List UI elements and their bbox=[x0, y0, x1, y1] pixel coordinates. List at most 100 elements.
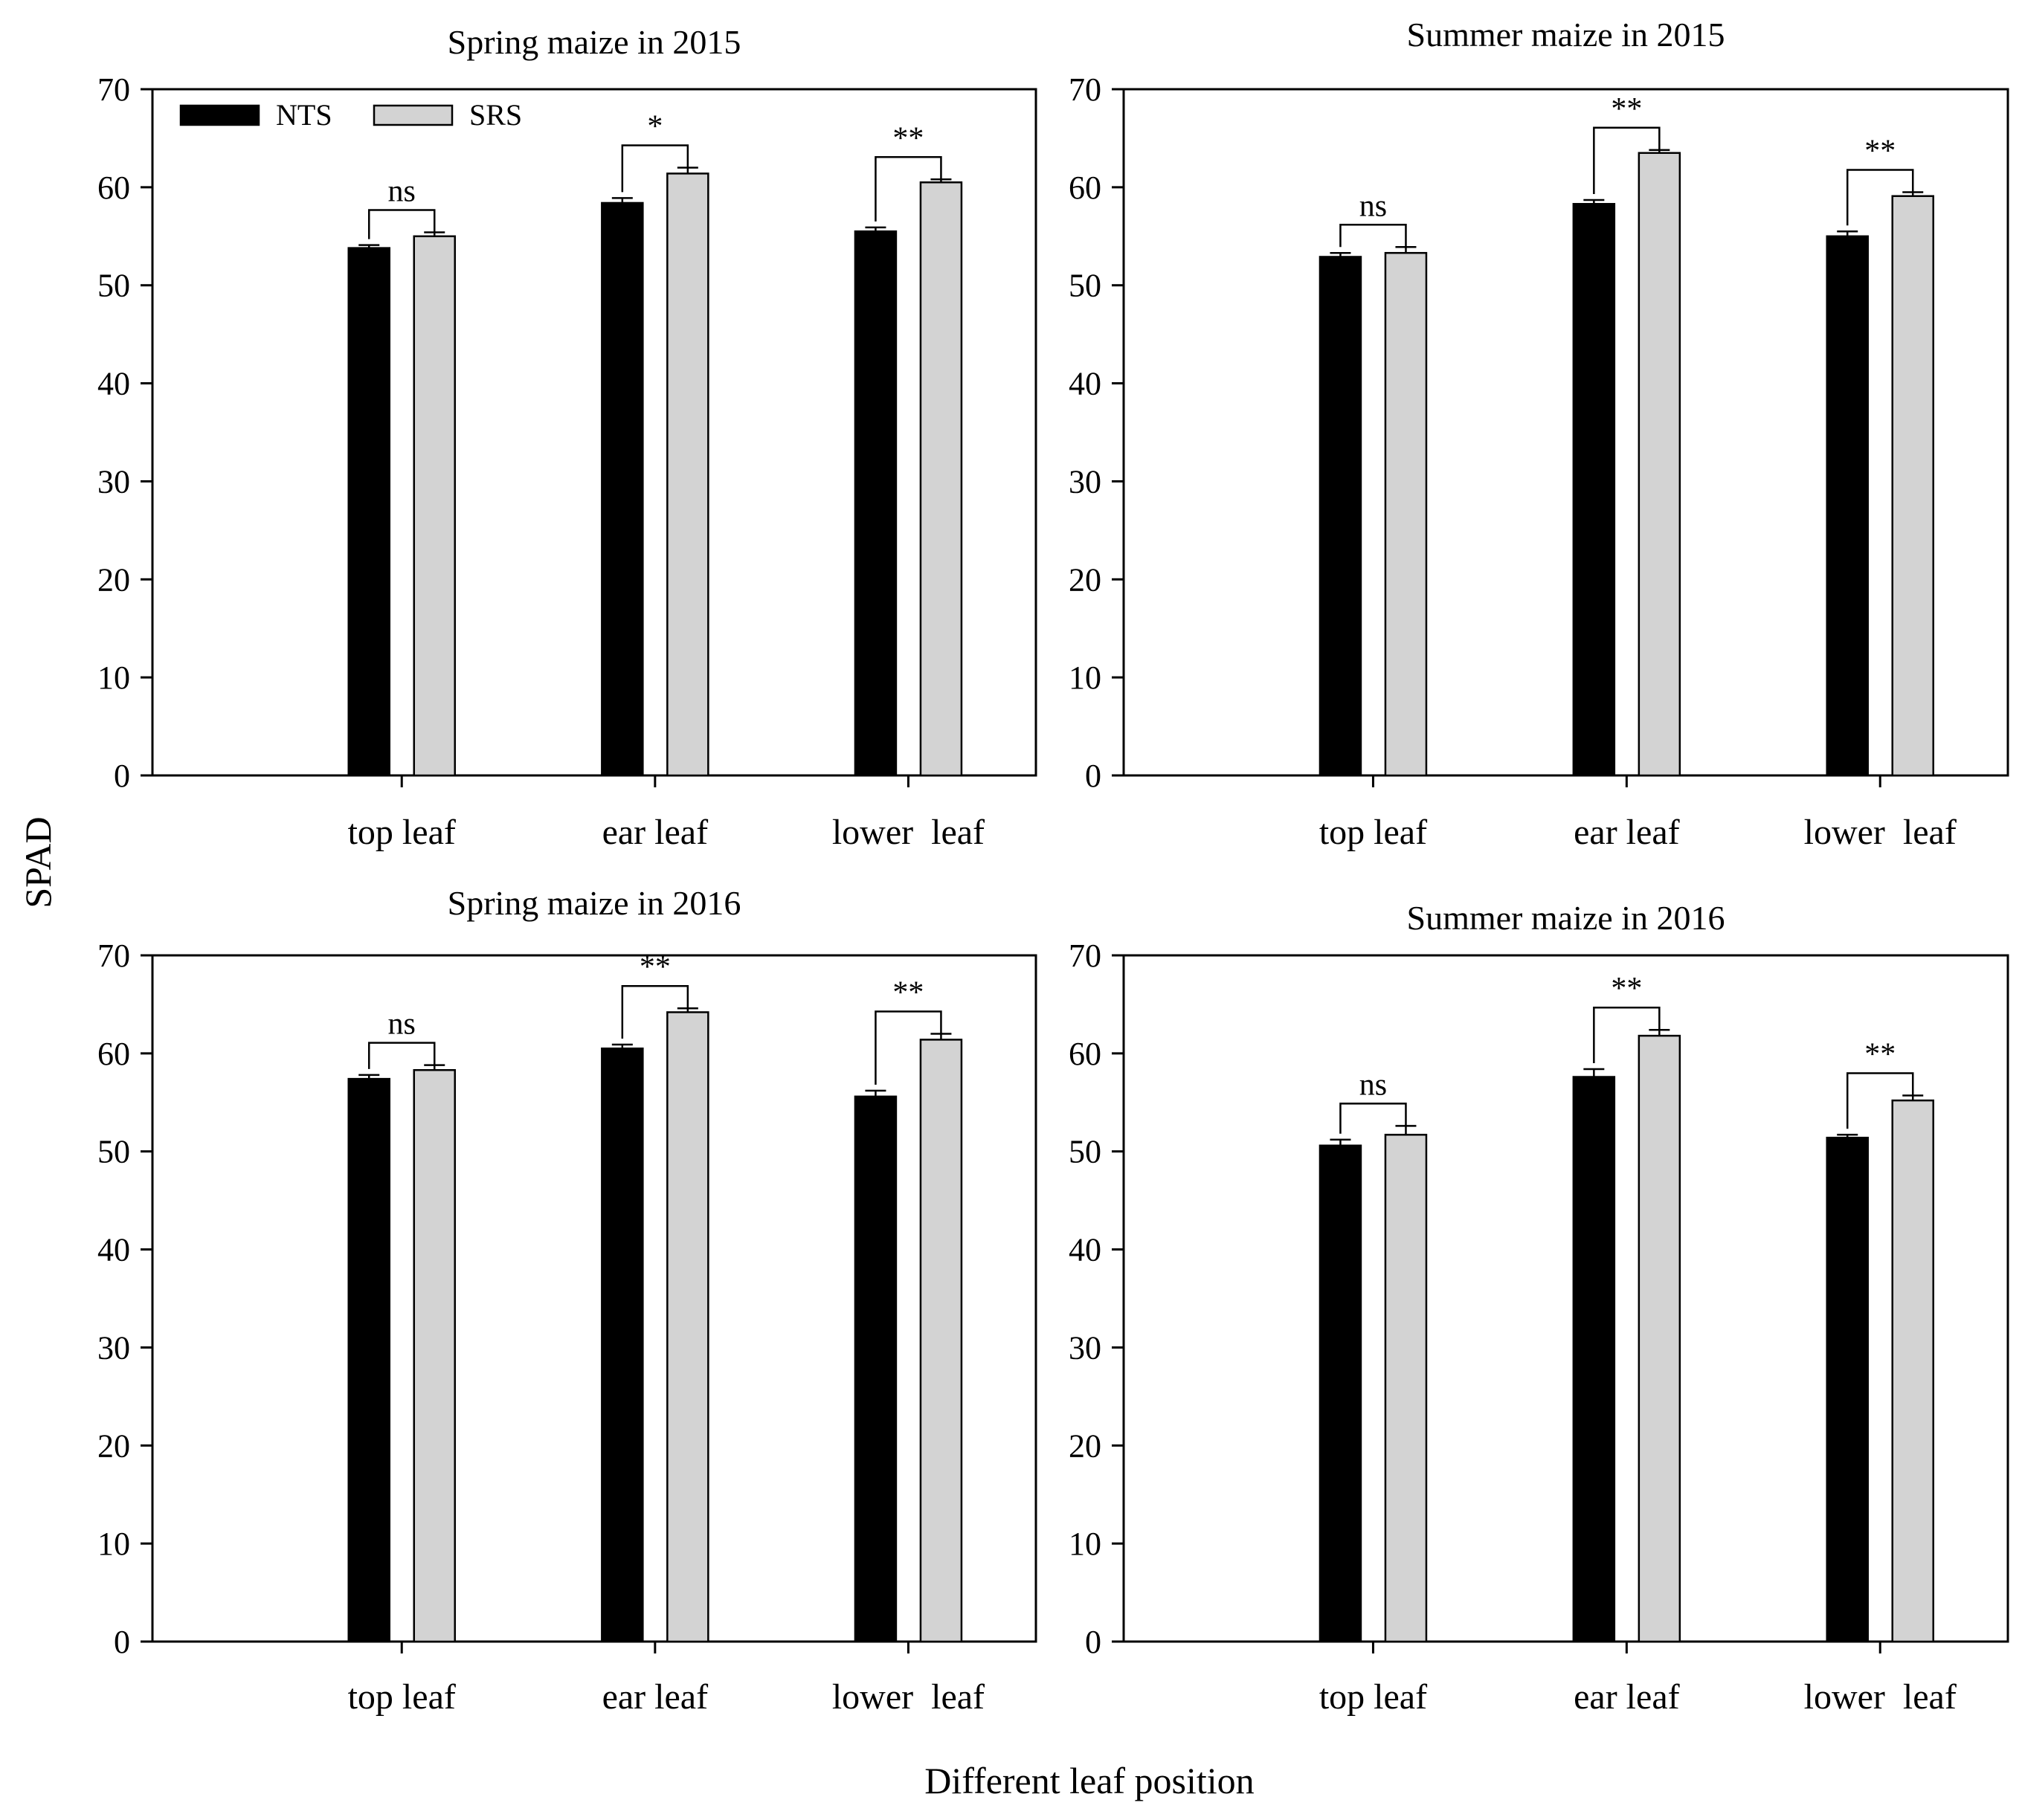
y-tick-label: 10 bbox=[97, 659, 130, 696]
legend-swatch-nts bbox=[179, 104, 260, 126]
y-tick-label: 60 bbox=[97, 1036, 130, 1072]
significance-label: ** bbox=[640, 950, 671, 984]
plot-frame bbox=[151, 954, 1037, 1643]
x-category-label: top leaf bbox=[348, 813, 456, 852]
bar-srs bbox=[666, 1011, 709, 1643]
y-tick-label: 10 bbox=[1069, 1526, 1101, 1562]
y-tick-label: 50 bbox=[1069, 1134, 1101, 1170]
x-category-label: lower leaf bbox=[832, 1677, 985, 1717]
y-tick-label: 70 bbox=[1069, 71, 1101, 108]
bar-nts bbox=[1572, 1076, 1616, 1643]
significance-label: ** bbox=[1611, 92, 1642, 126]
significance-bracket bbox=[1593, 1006, 1661, 1063]
y-tick-label: 0 bbox=[1085, 758, 1101, 794]
bar-nts bbox=[601, 201, 644, 777]
bar-srs bbox=[666, 172, 709, 777]
bar-srs bbox=[1891, 195, 1934, 777]
y-tick-label: 0 bbox=[114, 758, 130, 794]
bar-srs bbox=[919, 181, 963, 777]
y-tick-label: 0 bbox=[114, 1624, 130, 1660]
bar-nts bbox=[1572, 203, 1616, 777]
y-axis-title: SPAD bbox=[17, 816, 59, 908]
y-tick-label: 30 bbox=[97, 463, 130, 500]
y-tick-label: 30 bbox=[97, 1329, 130, 1366]
panel-title: Summer maize in 2015 bbox=[1407, 16, 1725, 54]
y-tick-label: 70 bbox=[1069, 938, 1101, 974]
y-tick-label: 50 bbox=[97, 1134, 130, 1170]
significance-bracket bbox=[367, 209, 436, 239]
x-category-label: top leaf bbox=[1319, 813, 1427, 852]
significance-bracket bbox=[1846, 1072, 1914, 1129]
legend-label-nts: NTS bbox=[276, 98, 332, 132]
bar-srs bbox=[1638, 152, 1681, 777]
y-tick-label: 20 bbox=[97, 1427, 130, 1464]
bar-srs bbox=[1638, 1034, 1681, 1643]
plot-frame bbox=[1122, 88, 2009, 777]
y-tick-label: 40 bbox=[97, 366, 130, 402]
plot-frame bbox=[151, 88, 1037, 777]
significance-bracket bbox=[1339, 1103, 1407, 1134]
panel-1: Spring maize in 2015 0 10 20 30 40 50 60 70 top l… bbox=[97, 23, 1037, 852]
x-category-label: ear leaf bbox=[1574, 813, 1680, 852]
bar-nts bbox=[1826, 235, 1869, 777]
x-category-label: top leaf bbox=[1319, 1677, 1427, 1717]
panel-3: Spring maize in 2016 0 10 20 30 40 50 60 70 top l… bbox=[97, 884, 1037, 1717]
panel-4: Summer maize in 2016 0 10 20 30 40 50 60 70 top l… bbox=[1069, 899, 2009, 1717]
x-category-label: lower leaf bbox=[1804, 1677, 1957, 1717]
y-tick-label: 40 bbox=[1069, 366, 1101, 402]
y-tick-label: 0 bbox=[1085, 1624, 1101, 1660]
x-category-label: ear leaf bbox=[602, 813, 709, 852]
panel-title: Spring maize in 2015 bbox=[448, 23, 741, 61]
y-tick-label: 30 bbox=[1069, 463, 1101, 500]
y-tick-label: 20 bbox=[1069, 1427, 1101, 1464]
plot-frame bbox=[1122, 954, 2009, 1643]
y-tick-label: 40 bbox=[97, 1232, 130, 1268]
x-category-label: ear leaf bbox=[602, 1677, 709, 1717]
significance-label: ns bbox=[388, 175, 416, 209]
significance-label: * bbox=[647, 109, 663, 143]
significance-label: ** bbox=[892, 975, 924, 1010]
bar-nts bbox=[1826, 1137, 1869, 1643]
bar-nts bbox=[854, 1095, 898, 1643]
y-tick-label: 60 bbox=[97, 170, 130, 206]
bar-srs bbox=[413, 235, 456, 777]
y-tick-label: 10 bbox=[97, 1526, 130, 1562]
significance-bracket bbox=[621, 144, 689, 193]
legend-swatch-srs bbox=[373, 104, 454, 126]
panel-2: Summer maize in 2015 0 10 20 30 40 50 60 70 top l… bbox=[1069, 16, 2009, 852]
significance-bracket bbox=[367, 1042, 436, 1069]
significance-label: ** bbox=[1611, 972, 1642, 1006]
x-category-label: lower leaf bbox=[832, 813, 985, 852]
significance-label: ** bbox=[892, 121, 924, 155]
panel-title: Spring maize in 2016 bbox=[448, 884, 741, 922]
significance-bracket bbox=[1846, 169, 1914, 226]
bar-nts bbox=[1319, 256, 1362, 777]
bar-srs bbox=[919, 1039, 963, 1643]
bar-srs bbox=[1384, 1134, 1428, 1643]
y-tick-label: 40 bbox=[1069, 1232, 1101, 1268]
significance-bracket bbox=[1593, 126, 1661, 194]
legend: NTS SRS bbox=[179, 98, 522, 132]
bar-srs bbox=[1384, 251, 1428, 777]
y-tick-label: 60 bbox=[1069, 1036, 1101, 1072]
y-tick-label: 20 bbox=[97, 561, 130, 598]
significance-bracket bbox=[1339, 224, 1407, 248]
y-tick-label: 50 bbox=[97, 268, 130, 304]
panels: Spring maize in 2015 0 10 20 30 40 50 60 70 top l… bbox=[97, 16, 2009, 1717]
significance-bracket bbox=[621, 984, 689, 1039]
significance-label: ** bbox=[1864, 134, 1896, 168]
x-category-label: top leaf bbox=[348, 1677, 456, 1717]
significance-label: ** bbox=[1864, 1038, 1896, 1072]
y-tick-label: 10 bbox=[1069, 659, 1101, 696]
bar-nts bbox=[1319, 1144, 1362, 1643]
significance-label: ns bbox=[388, 1007, 416, 1042]
x-axis-title: Different leaf position bbox=[924, 1760, 1254, 1801]
significance-bracket bbox=[875, 156, 942, 222]
bar-nts bbox=[601, 1048, 644, 1643]
significance-bracket bbox=[875, 1010, 942, 1085]
y-tick-label: 70 bbox=[97, 71, 130, 108]
y-tick-label: 20 bbox=[1069, 561, 1101, 598]
bar-srs bbox=[1891, 1099, 1934, 1643]
x-category-label: ear leaf bbox=[1574, 1677, 1680, 1717]
